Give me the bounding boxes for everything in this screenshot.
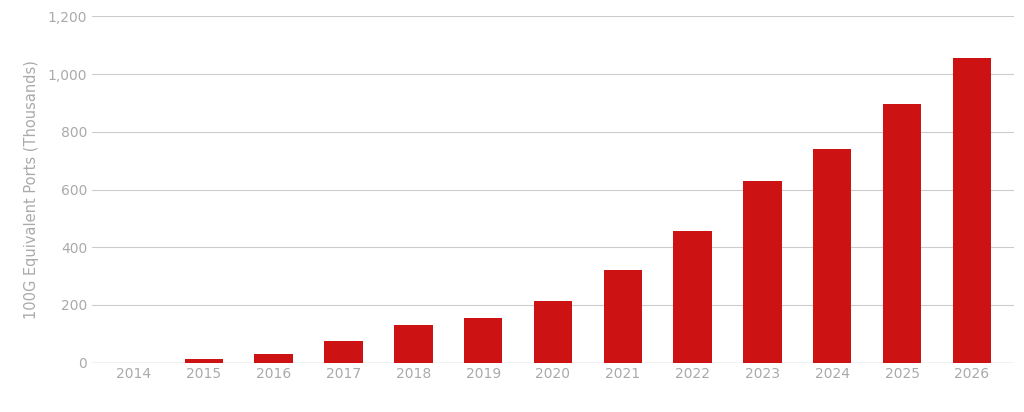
Bar [813,149,851,363]
Bar [394,325,432,363]
Bar [883,105,922,363]
Y-axis label: 100G Equivalent Ports (Thousands): 100G Equivalent Ports (Thousands) [25,60,40,319]
Bar [464,318,503,363]
Bar [255,354,293,363]
Bar [184,359,223,363]
Bar [674,232,712,363]
Bar [952,59,991,363]
Bar [325,341,362,363]
Bar [603,270,642,363]
Bar [534,301,572,363]
Bar [743,181,781,363]
